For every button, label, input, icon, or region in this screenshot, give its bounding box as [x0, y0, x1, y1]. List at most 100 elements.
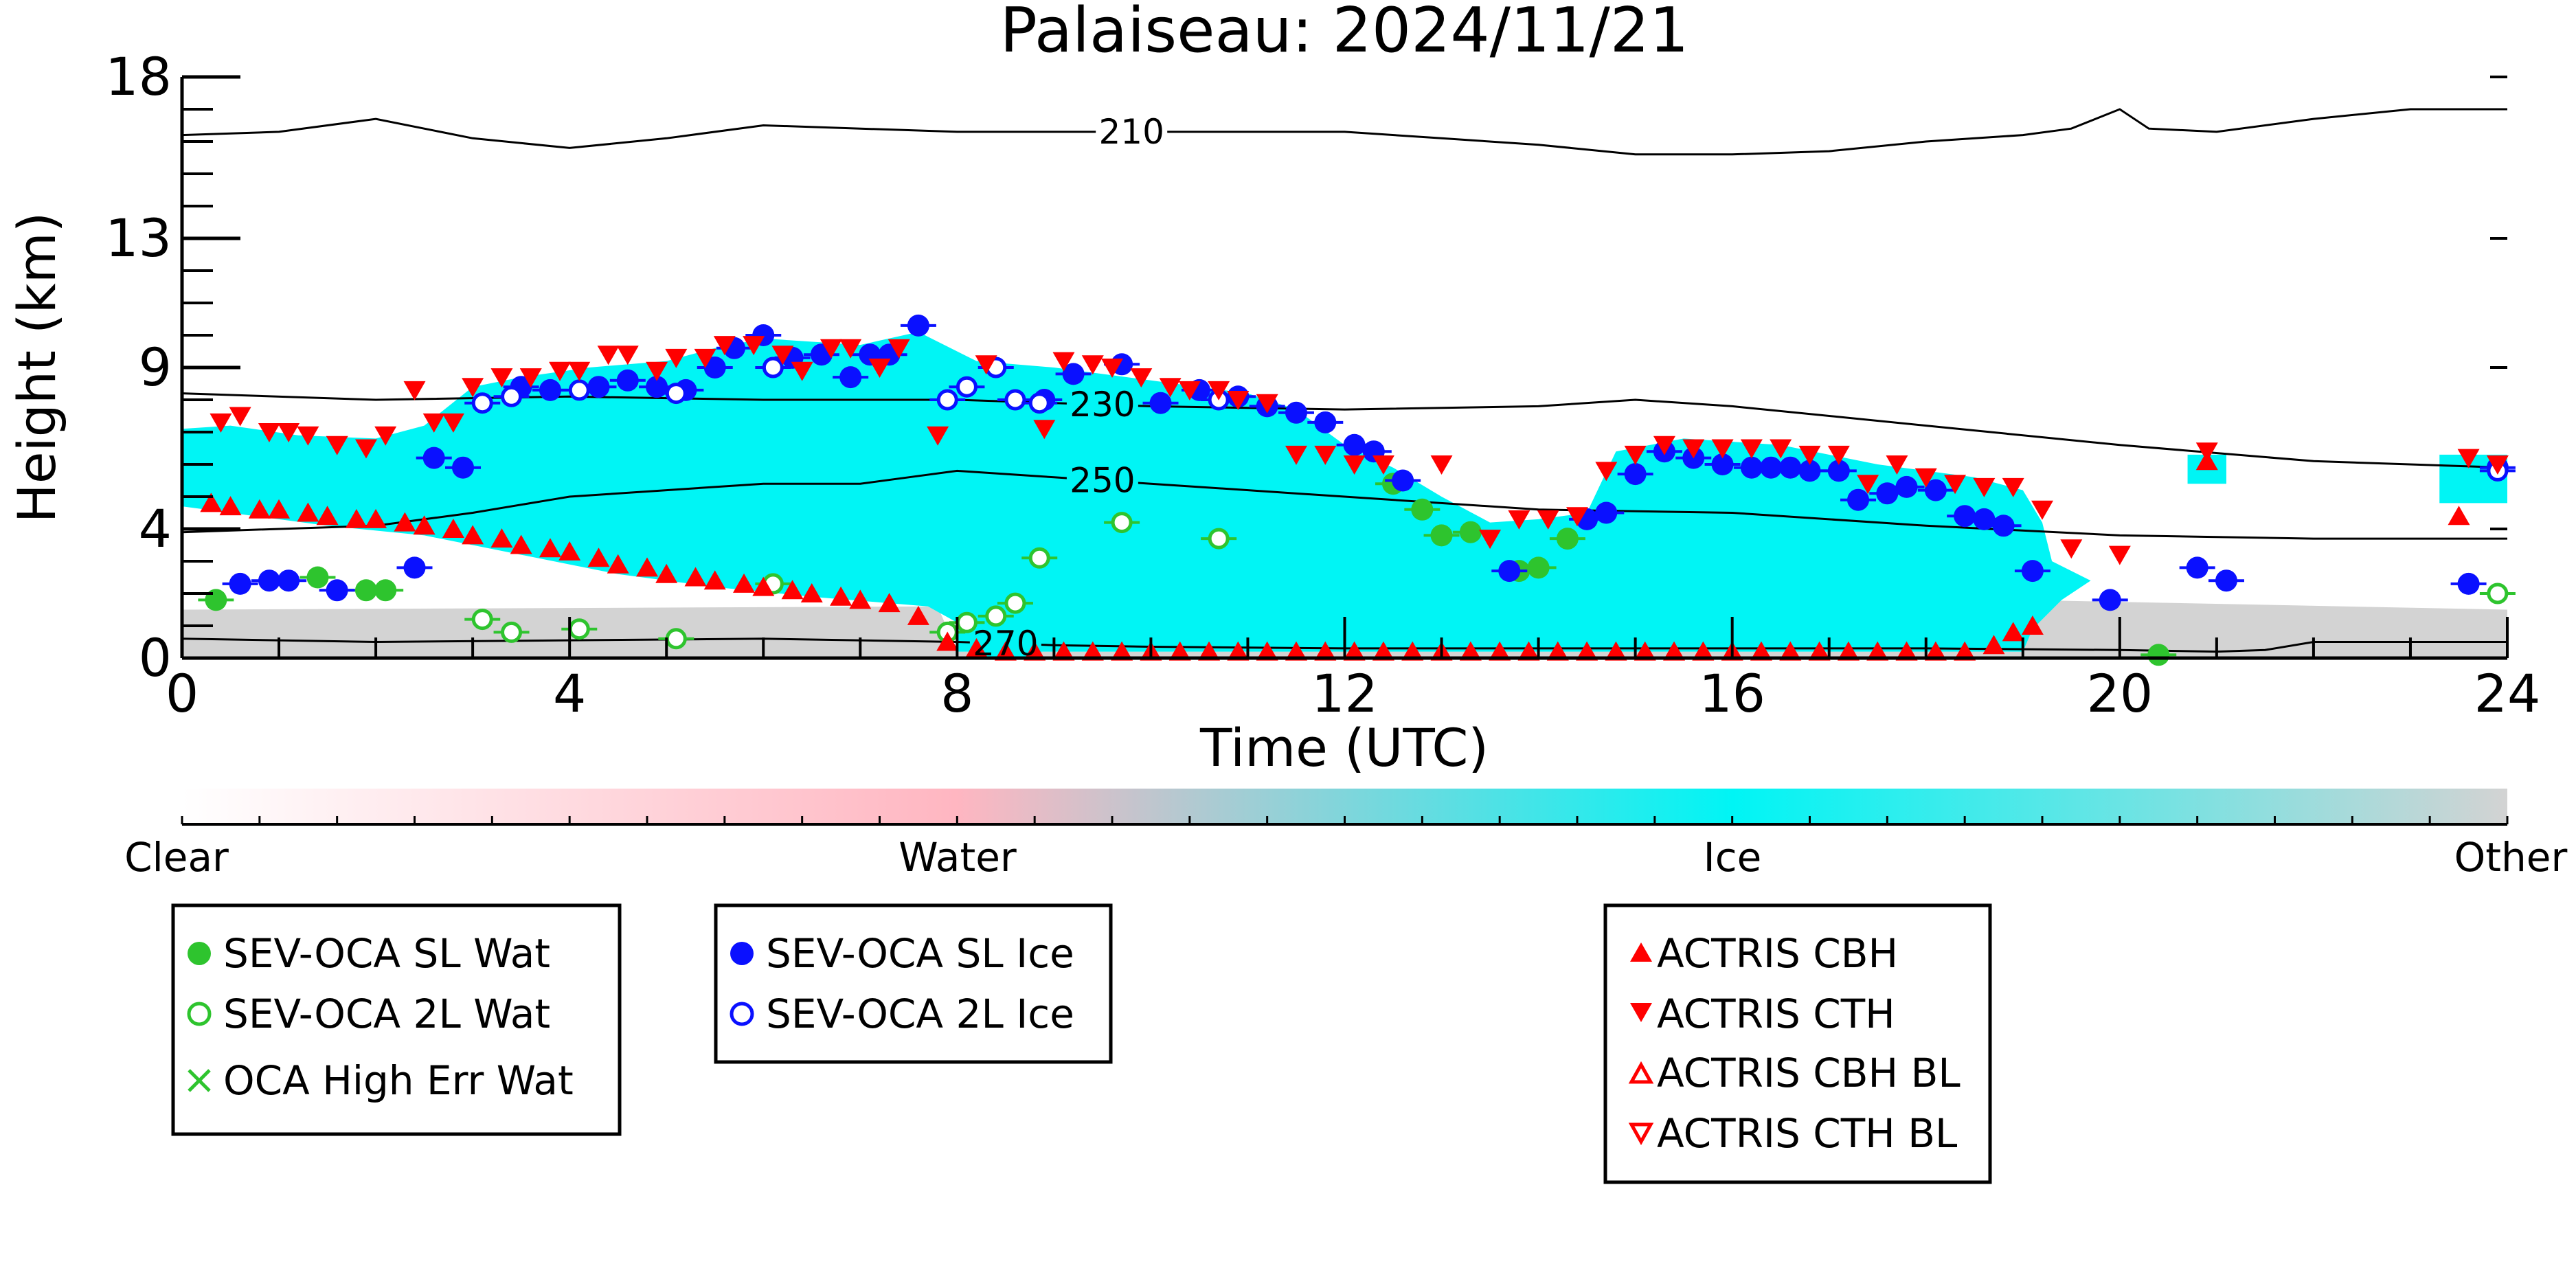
point-actris-cbh [1924, 641, 1947, 661]
point-sev-oca-sl-ice [587, 376, 610, 398]
point-sev-oca-2l-wat [985, 605, 1007, 627]
point-actris-cbh [1343, 641, 1366, 661]
point-actris-cbh [219, 496, 242, 516]
point-sev-oca-sl-ice [1498, 560, 1521, 583]
point-actris-cth [374, 426, 397, 446]
point-actris-cth [490, 368, 513, 388]
point-actris-cbh [248, 499, 271, 519]
point-actris-cth [1595, 462, 1618, 482]
point-actris-cth [1081, 355, 1104, 375]
point-actris-cbh [1954, 641, 1976, 661]
point-sev-oca-2l-wat [501, 621, 523, 643]
point-actris-cth [1314, 445, 1337, 465]
point-actris-cth [210, 413, 232, 433]
point-sev-oca-2l-ice [1004, 389, 1026, 411]
point-actris-cbh [849, 589, 872, 609]
point-actris-cth [820, 339, 842, 359]
point-actris-cbh [830, 586, 852, 606]
point-actris-cbh [1401, 641, 1424, 661]
point-sev-oca-2l-ice [501, 385, 523, 407]
point-sev-oca-sl-ice [1711, 453, 1734, 475]
point-sev-oca-2l-wat [1004, 592, 1026, 614]
temperature-contours [182, 108, 2507, 658]
point-sev-oca-2l-ice [956, 376, 978, 398]
point-sev-oca-sl-ice [1798, 460, 1821, 482]
y-tick-label: 0 [139, 627, 172, 688]
point-actris-cbh [539, 538, 561, 558]
point-actris-cbh [1256, 641, 1278, 661]
point-actris-cth [2195, 442, 2218, 462]
legend-label-high-err-wat: OCA High Err Wat [223, 1057, 574, 1104]
point-sev-oca-sl-ice [2215, 569, 2237, 592]
point-sev-oca-sl-ice [1779, 456, 1802, 479]
point-actris-cbh [394, 512, 416, 532]
point-actris-cth [839, 339, 862, 359]
point-sev-oca-2l-wat [665, 628, 687, 650]
point-actris-cth [1479, 530, 1502, 550]
legend-label-sl-ice: SEV-OCA SL Ice [766, 930, 1074, 977]
point-actris-cth [1033, 420, 1056, 440]
point-actris-cbh [365, 508, 387, 528]
point-actris-cbh [1750, 641, 1772, 661]
point-actris-cbh [1692, 641, 1715, 661]
point-actris-cth [2060, 539, 2083, 559]
point-sev-oca-sl-ice [1827, 460, 1850, 482]
point-actris-cth [1208, 381, 1230, 400]
point-actris-cbh [1111, 641, 1133, 661]
legend-marker-cbh [1630, 942, 1652, 962]
point-actris-cth [1227, 391, 1250, 410]
point-sev-oca-2l-ice [665, 383, 687, 405]
point-sev-oca-sl-wat [1411, 498, 1434, 521]
point-sev-oca-sl-wat [354, 579, 377, 602]
x-tick-label: 16 [1699, 663, 1765, 724]
point-sev-oca-sl-wat [1556, 528, 1579, 550]
y-axis-label: Height (km) [6, 212, 67, 523]
contour-label-bg-210 [1096, 116, 1168, 147]
point-sev-oca-sl-ice [422, 447, 445, 469]
point-actris-cbh [965, 637, 988, 657]
point-sev-oca-sl-ice [1895, 475, 1918, 498]
legend-label-cth-bl: ACTRIS CTH BL [1657, 1110, 1957, 1157]
legend-label-cbh-bl: ACTRIS CBH BL [1657, 1050, 1961, 1096]
x-tick-label: 12 [1311, 663, 1378, 724]
point-actris-cbh [607, 554, 629, 574]
x-axis-label: Time (UTC) [1199, 717, 1489, 778]
point-sev-oca-sl-ice [1847, 488, 1870, 511]
point-actris-cbh [268, 499, 291, 519]
point-actris-cth [771, 346, 794, 365]
point-sev-oca-2l-ice [471, 392, 493, 414]
contour-250 [182, 469, 2507, 540]
point-actris-cth [975, 355, 997, 375]
point-actris-cbh [703, 570, 726, 590]
point-actris-cbh [297, 502, 319, 522]
point-sev-oca-sl-ice [2457, 572, 2480, 595]
point-actris-cbh [907, 605, 929, 625]
point-actris-cbh [2002, 622, 2024, 642]
point-actris-cbh [1081, 641, 1104, 661]
point-sev-oca-2l-ice [936, 389, 958, 411]
point-actris-cth [1711, 439, 1734, 459]
point-sev-oca-sl-ice [907, 314, 929, 337]
point-actris-cbh [558, 541, 581, 561]
point-sev-oca-sl-ice [1595, 501, 1618, 524]
point-actris-cbh [1605, 641, 1627, 661]
point-actris-cth [1508, 510, 1530, 530]
point-actris-cbh [1866, 641, 1889, 661]
legend-marker-cbh-bl [1628, 1061, 1654, 1084]
point-actris-cbh [1227, 641, 1250, 661]
point-sev-oca-sl-wat [1430, 524, 1453, 547]
point-actris-cbh [2021, 615, 2044, 635]
point-actris-cbh [1779, 641, 1802, 661]
point-actris-cbh [1895, 641, 1918, 661]
point-actris-cbh [1285, 641, 1307, 661]
point-actris-cth [1052, 352, 1075, 372]
legend-water: SEV-OCA SL Wat SEV-OCA 2L Wat OCA High E… [171, 903, 622, 1136]
point-actris-cbh [1372, 641, 1394, 661]
point-actris-cth [665, 348, 688, 368]
point-sev-oca-sl-ice [616, 369, 639, 392]
point-actris-cbh [1634, 641, 1656, 661]
y-tick-label: 13 [105, 207, 172, 269]
point-actris-cbh [800, 583, 823, 602]
point-actris-cbh [1024, 641, 1046, 661]
point-actris-cth [1886, 455, 1908, 475]
